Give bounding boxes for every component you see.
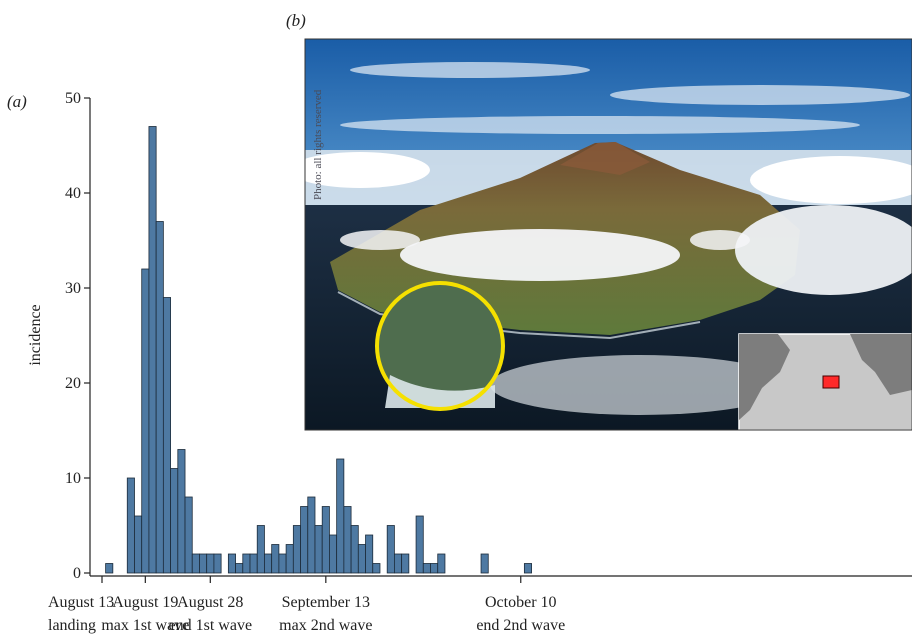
bar [177,449,186,574]
bar [350,525,359,574]
x-tick-note: landing [48,617,96,634]
bar [285,544,294,574]
bar [249,553,258,574]
x-tick-note: max 1st wave [101,617,189,634]
bar [105,563,114,574]
y-tick-label: 20 [65,375,81,392]
bar [162,297,171,574]
bar [191,553,200,574]
bar [523,563,532,574]
bar [184,496,193,574]
panel-b-label: (b) [286,11,306,30]
bar [242,553,251,574]
bar [307,496,316,574]
x-axis-ticks: August 13 landing August 19 max 1st wave Aug… [48,576,565,634]
x-tick-date: September 13 [282,594,370,611]
island-photo [305,39,912,430]
bar [213,553,222,574]
x-tick-note: end 2nd wave [476,617,565,634]
panel-a-label: (a) [7,92,27,111]
bar [480,553,489,574]
bar [271,544,280,574]
bar [415,515,424,574]
y-tick-label: 10 [65,470,81,487]
x-tick-note: max 2nd wave [279,617,372,634]
bar [206,553,215,574]
x-tick-date: August 19 [112,594,178,611]
bar [386,525,395,574]
bar [256,525,265,574]
location-marker [822,375,840,389]
y-axis-label: incidence [27,304,44,365]
bar [126,477,135,574]
bar [134,515,143,574]
bar [329,534,338,574]
bar [235,563,244,574]
y-tick-label: 50 [65,90,81,107]
photo-credit: Photo: all rights reserved [312,89,324,200]
bar [394,553,403,574]
bar [372,563,381,574]
bar [343,506,352,574]
x-tick-date: August 28 [177,594,243,611]
y-tick-label: 40 [65,185,81,202]
bar [357,544,366,574]
y-tick-label: 0 [73,565,81,582]
bar [278,553,287,574]
y-axis-ticks: 0 10 20 30 40 50 [65,90,90,582]
locator-map [738,333,912,430]
bar [170,468,179,574]
chart-bars [105,126,532,574]
bar [199,553,208,574]
bar [292,525,301,574]
bar [365,534,374,574]
bar [155,221,164,574]
bar [401,553,410,574]
x-tick-date: August 13 [48,594,114,611]
bar [141,268,150,574]
bar [321,506,330,574]
bar [336,458,345,574]
bar [430,563,439,574]
bar [227,553,236,574]
bar [148,126,157,574]
bar [422,563,431,574]
x-tick-date: October 10 [485,594,557,611]
chart-axes [89,98,912,577]
bar [314,525,323,574]
bar [264,553,273,574]
x-tick-note: end 1st wave [169,617,253,634]
y-tick-label: 30 [65,280,81,297]
bar [300,506,309,574]
bar [437,553,446,574]
settlement-highlight [375,281,505,411]
